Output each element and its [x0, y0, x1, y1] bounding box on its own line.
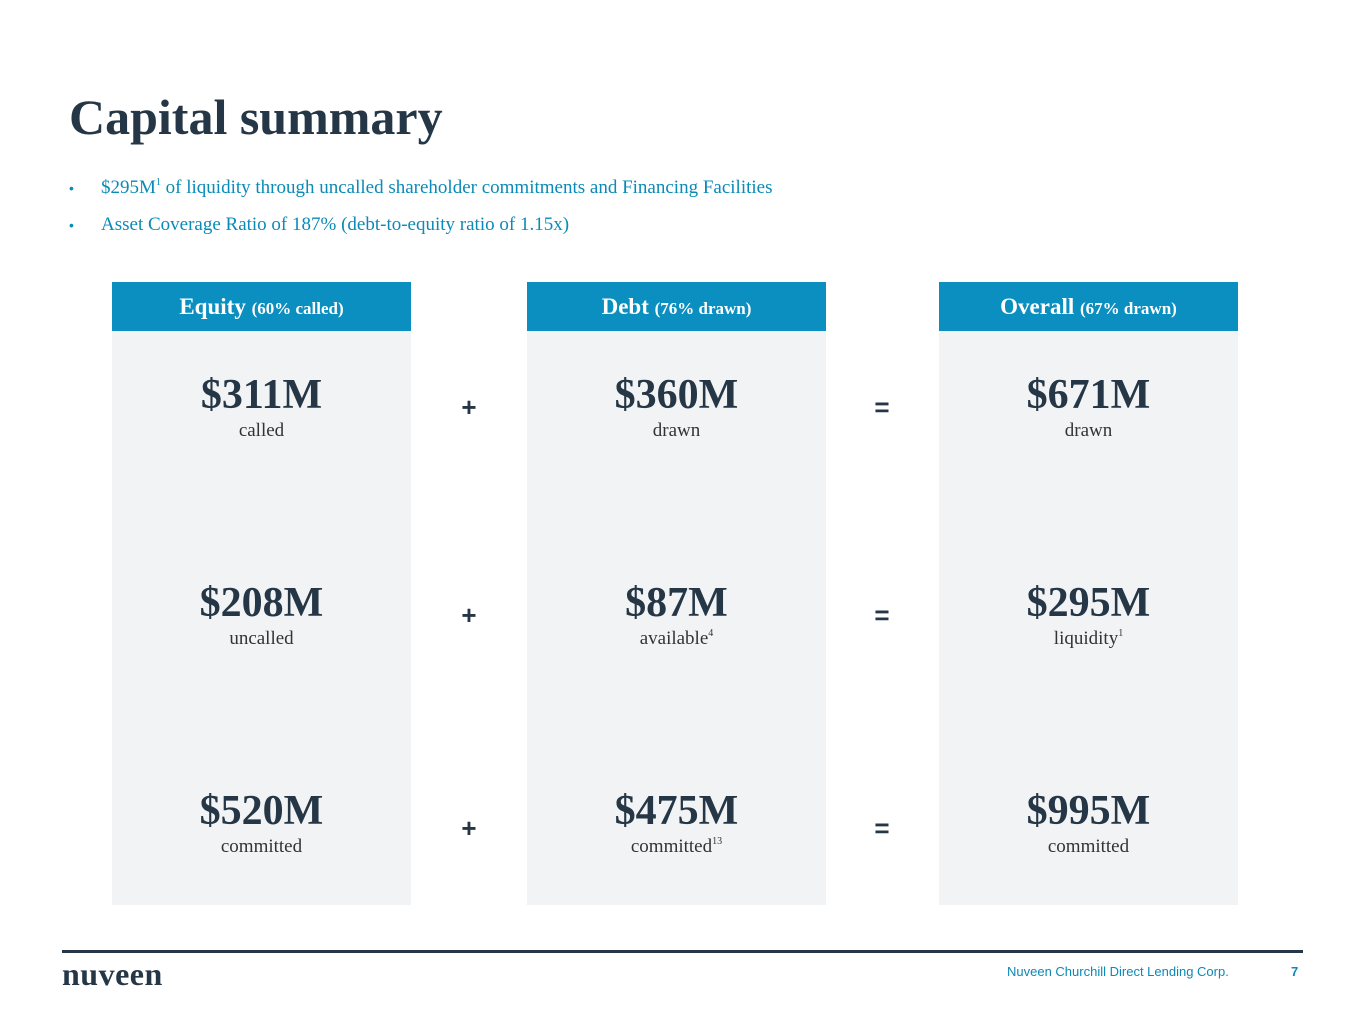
metric-label: liquidity1	[939, 626, 1238, 652]
footnote-ref: 1	[155, 177, 161, 188]
column-header: Overall (67% drawn)	[939, 282, 1238, 331]
column-heading: Debt	[601, 294, 649, 319]
metric-value: $311M	[200, 372, 323, 418]
title: Capital summary	[69, 89, 443, 145]
metric-value: $475M	[614, 788, 739, 834]
metric: $520M committed	[112, 788, 411, 860]
metric: $295M liquidity1	[939, 580, 1238, 652]
metric-value: $360M	[614, 372, 739, 418]
metric-label: uncalled	[112, 626, 411, 652]
metric: $208M uncalled	[112, 580, 411, 652]
bullet: Asset Coverage Ratio of 187% (debt-to-eq…	[69, 211, 772, 248]
column-header: Debt (76% drawn)	[527, 282, 826, 331]
column: Equity (60% called) $311M called $208M uncal…	[112, 282, 411, 905]
column-header: Equity (60% called)	[112, 282, 411, 331]
column-heading: Overall	[1000, 294, 1075, 319]
metric-label-text: liquidity	[1053, 628, 1119, 649]
metric-label: available4	[527, 626, 826, 652]
column-subheading: (67% drawn)	[1080, 299, 1177, 318]
metric-label: committed	[112, 834, 411, 860]
footnote-ref: 13	[712, 836, 723, 847]
metric-label-text: uncalled	[229, 628, 294, 649]
operator: +	[461, 813, 477, 843]
metric: $311M called	[112, 372, 411, 444]
column-subheading: (76% drawn)	[654, 299, 752, 318]
footer-rule	[62, 950, 1303, 953]
column: Overall (67% drawn) $671M drawn $295M liquid…	[939, 282, 1238, 905]
metric-value: $295M	[1026, 580, 1151, 626]
metric: $360M drawn	[527, 372, 826, 444]
column: Debt (76% drawn) $360M drawn $87M available4…	[527, 282, 826, 905]
bullet: $295M1 of liquidity through uncalled sha…	[69, 174, 772, 211]
operator: =	[874, 600, 890, 630]
footnote-ref: 4	[708, 628, 714, 639]
bullet-list: $295M1 of liquidity through uncalled sha…	[69, 174, 772, 248]
metric-label-text: committed	[630, 836, 713, 857]
metric-label-text: drawn	[652, 420, 701, 441]
metric-value: $520M	[199, 788, 324, 834]
operator: +	[461, 392, 477, 422]
metric-label: called	[112, 418, 411, 444]
footnote-ref: 1	[1118, 628, 1124, 639]
metric-value: $671M	[1026, 372, 1151, 418]
metric-value: $87M	[625, 580, 728, 626]
metric: $995M committed	[939, 788, 1238, 860]
bullet-text: Asset Coverage Ratio of 187% (debt-to-eq…	[101, 214, 570, 235]
metric-label-text: committed	[1047, 836, 1130, 857]
metric: $87M available4	[527, 580, 826, 652]
metric: $671M drawn	[939, 372, 1238, 444]
metric-label: drawn	[527, 418, 826, 444]
bullet-text: of liquidity through uncalled shareholde…	[160, 177, 773, 198]
bullet-text: $295M	[101, 177, 156, 198]
metric-label-text: called	[238, 420, 285, 441]
company-name: Nuveen Churchill Direct Lending Corp.	[1007, 964, 1229, 979]
metric-label: drawn	[939, 418, 1238, 444]
metric-value: $995M	[1026, 788, 1151, 834]
column-heading: Equity	[179, 294, 246, 319]
metric-label: committed	[939, 834, 1238, 860]
logo: nuveen	[62, 956, 163, 992]
metric-value: $208M	[199, 580, 324, 626]
column-subheading: (60% called)	[251, 299, 344, 318]
metric-label-text: committed	[220, 836, 303, 857]
metric-label: committed13	[527, 834, 826, 860]
metric: $475M committed13	[527, 788, 826, 860]
metric-label-text: drawn	[1064, 420, 1113, 441]
operator: =	[874, 813, 890, 843]
metric-label-text: available	[639, 628, 709, 649]
operator: =	[874, 392, 890, 422]
operator: +	[461, 600, 477, 630]
page-number: 7	[1291, 964, 1299, 979]
